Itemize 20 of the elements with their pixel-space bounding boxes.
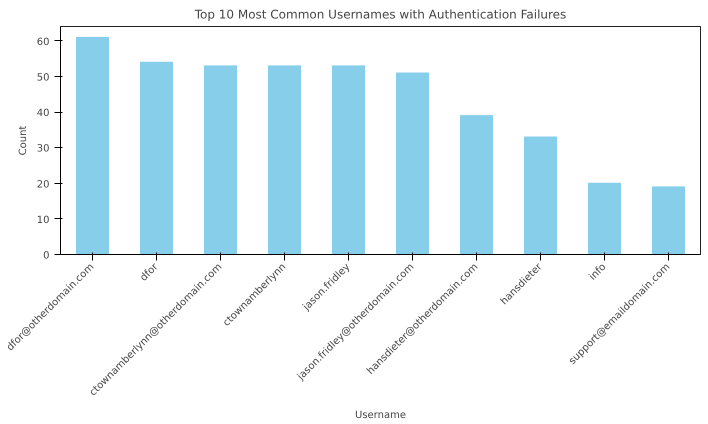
bar	[460, 115, 493, 254]
y-tick-label: 0	[43, 250, 50, 262]
y-tick-label: 60	[36, 36, 50, 48]
y-tick-label: 20	[36, 179, 50, 190]
bar	[396, 72, 429, 254]
y-tick-label: 50	[36, 72, 50, 84]
bar	[140, 62, 173, 254]
y-tick-label: 40	[36, 108, 50, 120]
bar	[652, 186, 685, 254]
bar	[268, 65, 301, 254]
bar	[524, 136, 557, 254]
bar	[588, 182, 621, 254]
bar	[204, 65, 237, 254]
chart-title: Top 10 Most Common Usernames with Authentication Failures	[194, 8, 566, 22]
y-tick-label: 10	[36, 214, 50, 226]
x-axis-title: Username	[355, 410, 406, 422]
bar	[76, 36, 109, 254]
bar	[332, 65, 365, 254]
y-axis-title: Count	[18, 126, 29, 156]
y-tick-label: 30	[36, 144, 50, 155]
